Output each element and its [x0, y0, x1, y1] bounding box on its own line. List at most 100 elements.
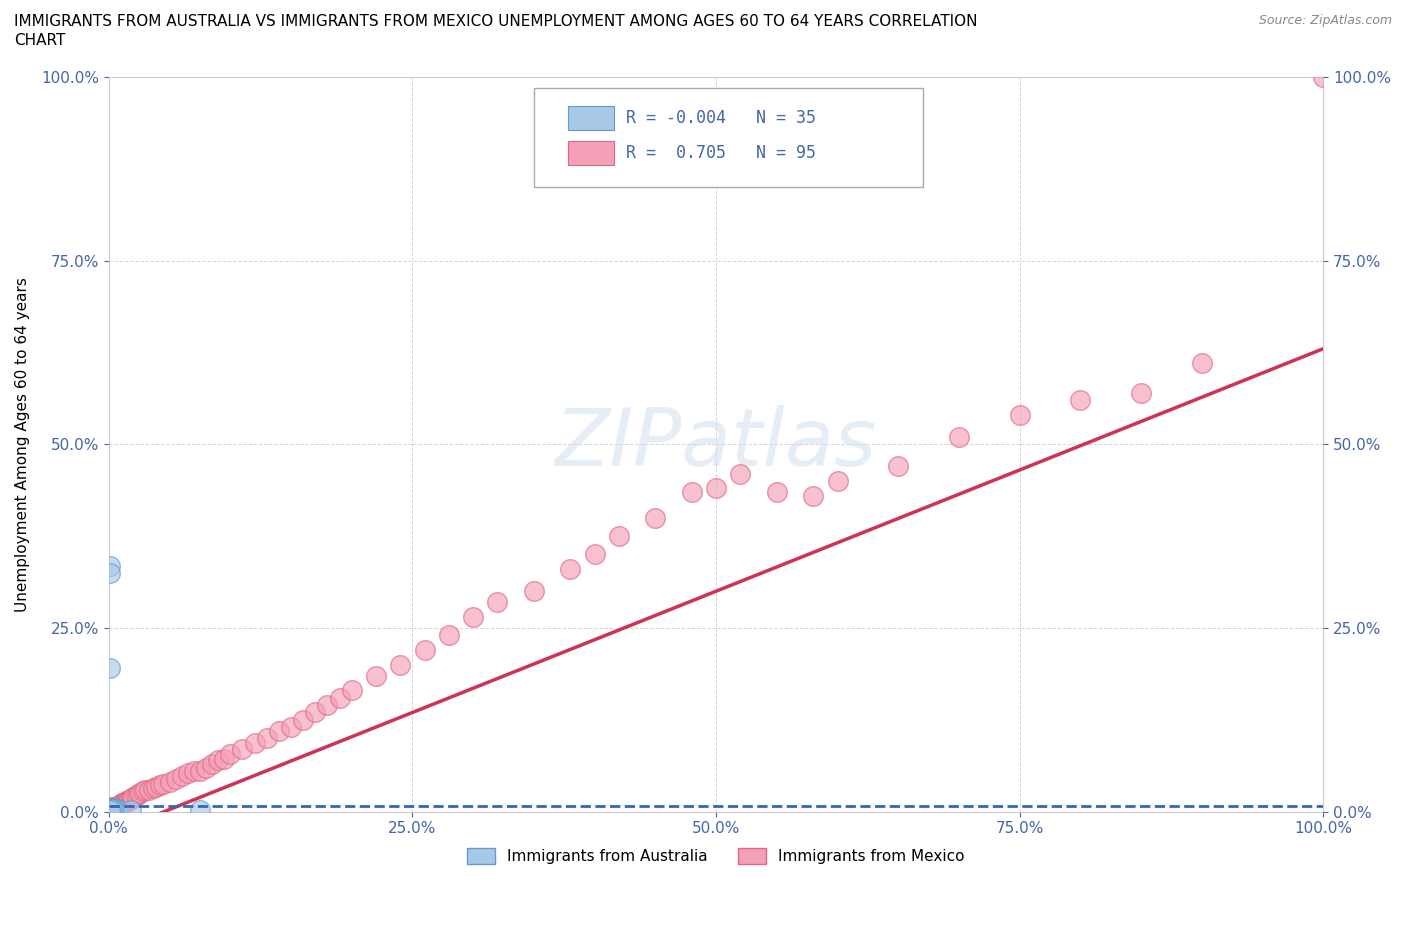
Text: R =  0.705   N = 95: R = 0.705 N = 95 [626, 144, 817, 162]
Point [120, 803, 142, 817]
Point [105, 800, 128, 815]
Point [765, 485, 787, 499]
Point [1130, 385, 1153, 400]
Point [101, 803, 124, 817]
Point [112, 795, 135, 810]
Point [98, 804, 121, 818]
Point [114, 794, 136, 809]
Point [100, 802, 122, 817]
FancyBboxPatch shape [534, 87, 922, 187]
Point [104, 802, 127, 817]
Point [100, 802, 122, 817]
Point [101, 802, 124, 817]
Point [98, 803, 121, 817]
Point [101, 801, 124, 816]
Point [104, 799, 127, 814]
Point [108, 798, 131, 813]
Y-axis label: Unemployment Among Ages 60 to 64 years: Unemployment Among Ages 60 to 64 years [15, 277, 30, 612]
Point [389, 658, 412, 672]
Point [145, 779, 167, 794]
Point [730, 466, 752, 481]
Point [681, 485, 703, 499]
Point [280, 720, 302, 735]
Point [98, 803, 121, 817]
Point [101, 802, 124, 817]
Point [152, 777, 174, 791]
Text: CHART: CHART [14, 33, 66, 47]
Point [101, 802, 124, 817]
Point [111, 795, 134, 810]
Point [110, 797, 132, 812]
Point [463, 609, 485, 624]
Point [437, 628, 460, 643]
Text: IMMIGRANTS FROM AUSTRALIA VS IMMIGRANTS FROM MEXICO UNEMPLOYMENT AMONG AGES 60 T: IMMIGRANTS FROM AUSTRALIA VS IMMIGRANTS … [14, 14, 977, 29]
Point [100, 802, 122, 817]
Point [98, 802, 121, 817]
Point [100, 802, 122, 817]
Point [132, 784, 155, 799]
Point [105, 802, 128, 817]
Point [560, 562, 582, 577]
Point [103, 802, 125, 817]
Point [101, 800, 124, 815]
Point [98, 803, 121, 817]
Point [121, 791, 143, 806]
Point [110, 796, 132, 811]
Point [134, 782, 156, 797]
Point [104, 801, 127, 816]
Point [364, 669, 387, 684]
Point [644, 511, 666, 525]
Point [195, 760, 218, 775]
Point [117, 793, 139, 808]
Point [105, 799, 128, 814]
Point [98, 803, 121, 817]
Point [948, 430, 970, 445]
Point [801, 488, 824, 503]
Point [103, 803, 125, 817]
Point [105, 800, 128, 815]
Point [100, 803, 122, 817]
Point [98, 558, 121, 573]
Point [101, 801, 124, 816]
Point [107, 799, 129, 814]
Point [104, 801, 127, 816]
Point [413, 643, 436, 658]
Point [104, 800, 127, 815]
Point [201, 756, 224, 771]
Point [104, 802, 127, 817]
Point [142, 780, 165, 795]
Point [98, 661, 121, 676]
Point [177, 766, 200, 781]
Point [101, 802, 124, 817]
Point [267, 724, 290, 738]
Point [111, 797, 134, 812]
Point [607, 528, 630, 543]
Point [120, 791, 142, 806]
Point [170, 769, 193, 784]
Point [103, 802, 125, 817]
Point [316, 698, 339, 712]
Text: Source: ZipAtlas.com: Source: ZipAtlas.com [1258, 14, 1392, 27]
Point [100, 802, 122, 817]
Point [188, 764, 211, 778]
Point [103, 801, 125, 816]
Point [100, 801, 122, 816]
Point [114, 795, 136, 810]
Point [122, 790, 145, 804]
Point [103, 803, 125, 817]
Point [231, 742, 253, 757]
Point [107, 798, 129, 813]
Point [219, 747, 242, 762]
Point [100, 803, 122, 817]
Bar [568, 106, 614, 129]
Point [583, 547, 606, 562]
Point [1069, 392, 1091, 407]
Point [100, 802, 122, 817]
Point [340, 683, 363, 698]
Point [304, 705, 326, 720]
Point [138, 782, 160, 797]
Point [101, 802, 124, 817]
Point [103, 802, 125, 817]
Point [100, 803, 122, 817]
Point [329, 690, 352, 705]
